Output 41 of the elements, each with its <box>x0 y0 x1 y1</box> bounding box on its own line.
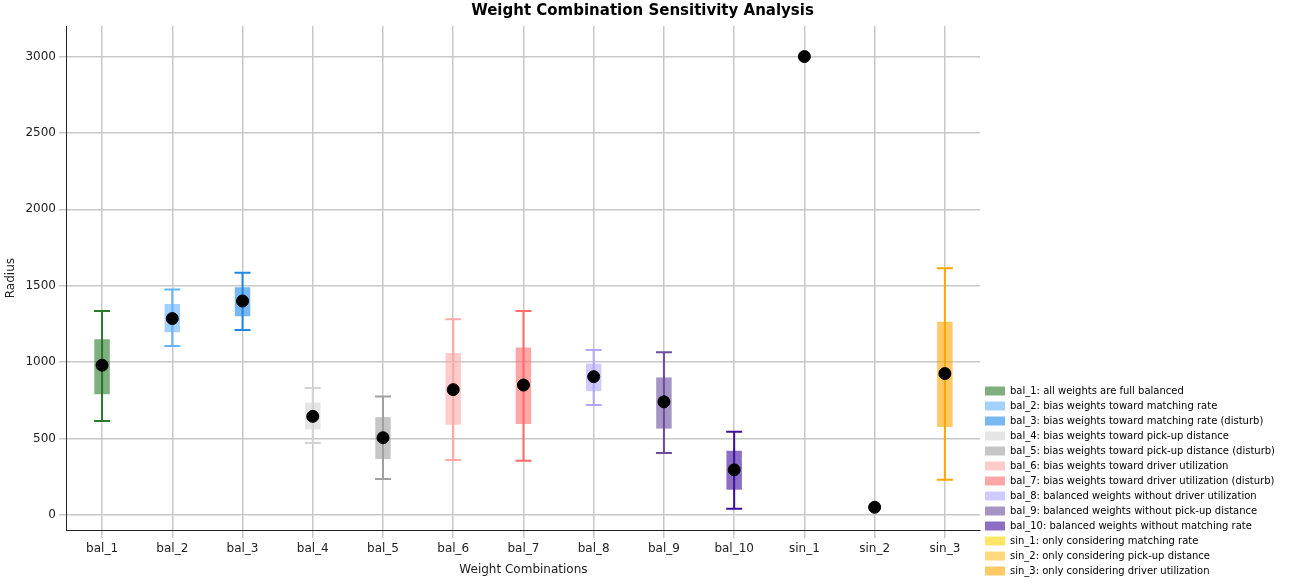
y-tick-label: 3000 <box>25 48 56 63</box>
legend-label: sin_2: only considering pick-up distance <box>1009 549 1211 562</box>
x-tick-label: bal_10 <box>714 540 754 555</box>
x-tick-label: bal_4 <box>296 540 329 555</box>
x-tick-label: bal_2 <box>156 540 189 555</box>
legend-label: bal_4: bias weights toward pick-up distance <box>1009 429 1229 442</box>
legend-label: sin_3: only considering driver utilization <box>1009 564 1210 577</box>
legend-label: bal_1: all weights are full balanced <box>1009 384 1184 397</box>
y-tick-label: 2500 <box>25 125 56 140</box>
y-tick-label: 1000 <box>25 354 56 369</box>
y-tick-label: 1500 <box>25 277 56 292</box>
x-tick-label: sin_3 <box>929 540 961 555</box>
y-tick-label: 500 <box>33 430 56 445</box>
x-tick-label: bal_9 <box>647 540 680 555</box>
legend-label: bal_5: bias weights toward pick-up distance (disturb) <box>1009 444 1276 457</box>
x-tick-label: bal_7 <box>507 540 540 555</box>
point <box>446 383 460 397</box>
legend-label: bal_3: bias weights toward matching rate (disturb) <box>1009 414 1264 427</box>
point <box>516 378 530 392</box>
legend-label: bal_9: balanced weights without pick-up distance <box>1009 504 1258 517</box>
y-axis-title: Radius <box>3 257 18 299</box>
legend-label: bal_7: bias weights toward driver utilization (disturb) <box>1009 474 1275 487</box>
x-tick-label: sin_2 <box>859 540 891 555</box>
x-tick-label: sin_1 <box>788 540 820 555</box>
legend-label: bal_8: balanced weights without driver utilization <box>1009 489 1257 502</box>
legend-label: bal_2: bias weights toward matching rate <box>1009 399 1218 412</box>
point <box>797 50 811 64</box>
point <box>938 367 952 381</box>
x-axis-title: Weight Combinations <box>459 561 588 576</box>
legend-label: sin_1: only considering matching rate <box>1009 534 1199 547</box>
x-tick-label: bal_8 <box>577 540 610 555</box>
legend-label: bal_6: bias weights toward driver utilization <box>1009 459 1229 472</box>
y-tick-label: 2000 <box>25 201 56 216</box>
x-tick-label: bal_3 <box>226 540 259 555</box>
y-tick-label: 0 <box>48 507 56 522</box>
x-tick-label: bal_1 <box>86 540 119 555</box>
legend-label: bal_10: balanced weights without matching rate <box>1009 519 1252 532</box>
point <box>868 500 882 514</box>
x-tick-label: bal_5 <box>367 540 399 555</box>
x-tick-label: bal_6 <box>437 540 470 555</box>
chart-title: Weight Combination Sensitivity Analysis <box>471 0 814 19</box>
